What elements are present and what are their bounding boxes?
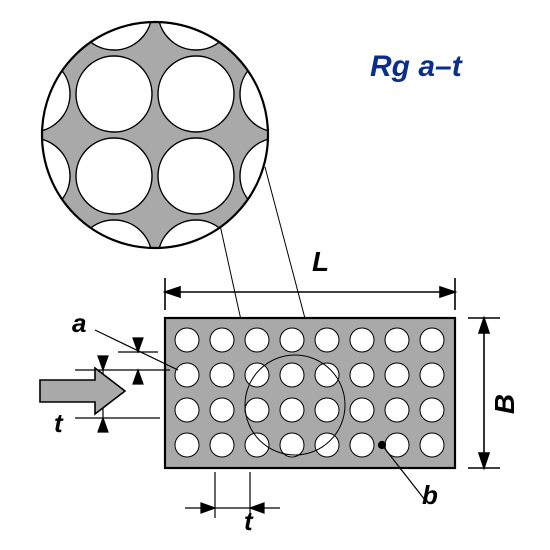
label-B: B: [489, 394, 521, 414]
dim-t-horizontal: [185, 472, 280, 518]
dim-L: [165, 278, 455, 310]
diagram-svg: [0, 0, 550, 550]
flow-arrow: [40, 368, 125, 414]
label-t2: t: [244, 506, 253, 537]
diagram-stage: Rg a–t: [0, 0, 550, 550]
magnifier-view: [0, 0, 316, 296]
perforated-plate: [165, 318, 455, 468]
label-L: L: [312, 246, 329, 278]
label-a: a: [72, 308, 86, 339]
label-b: b: [422, 480, 438, 511]
label-t1: t: [54, 408, 63, 439]
